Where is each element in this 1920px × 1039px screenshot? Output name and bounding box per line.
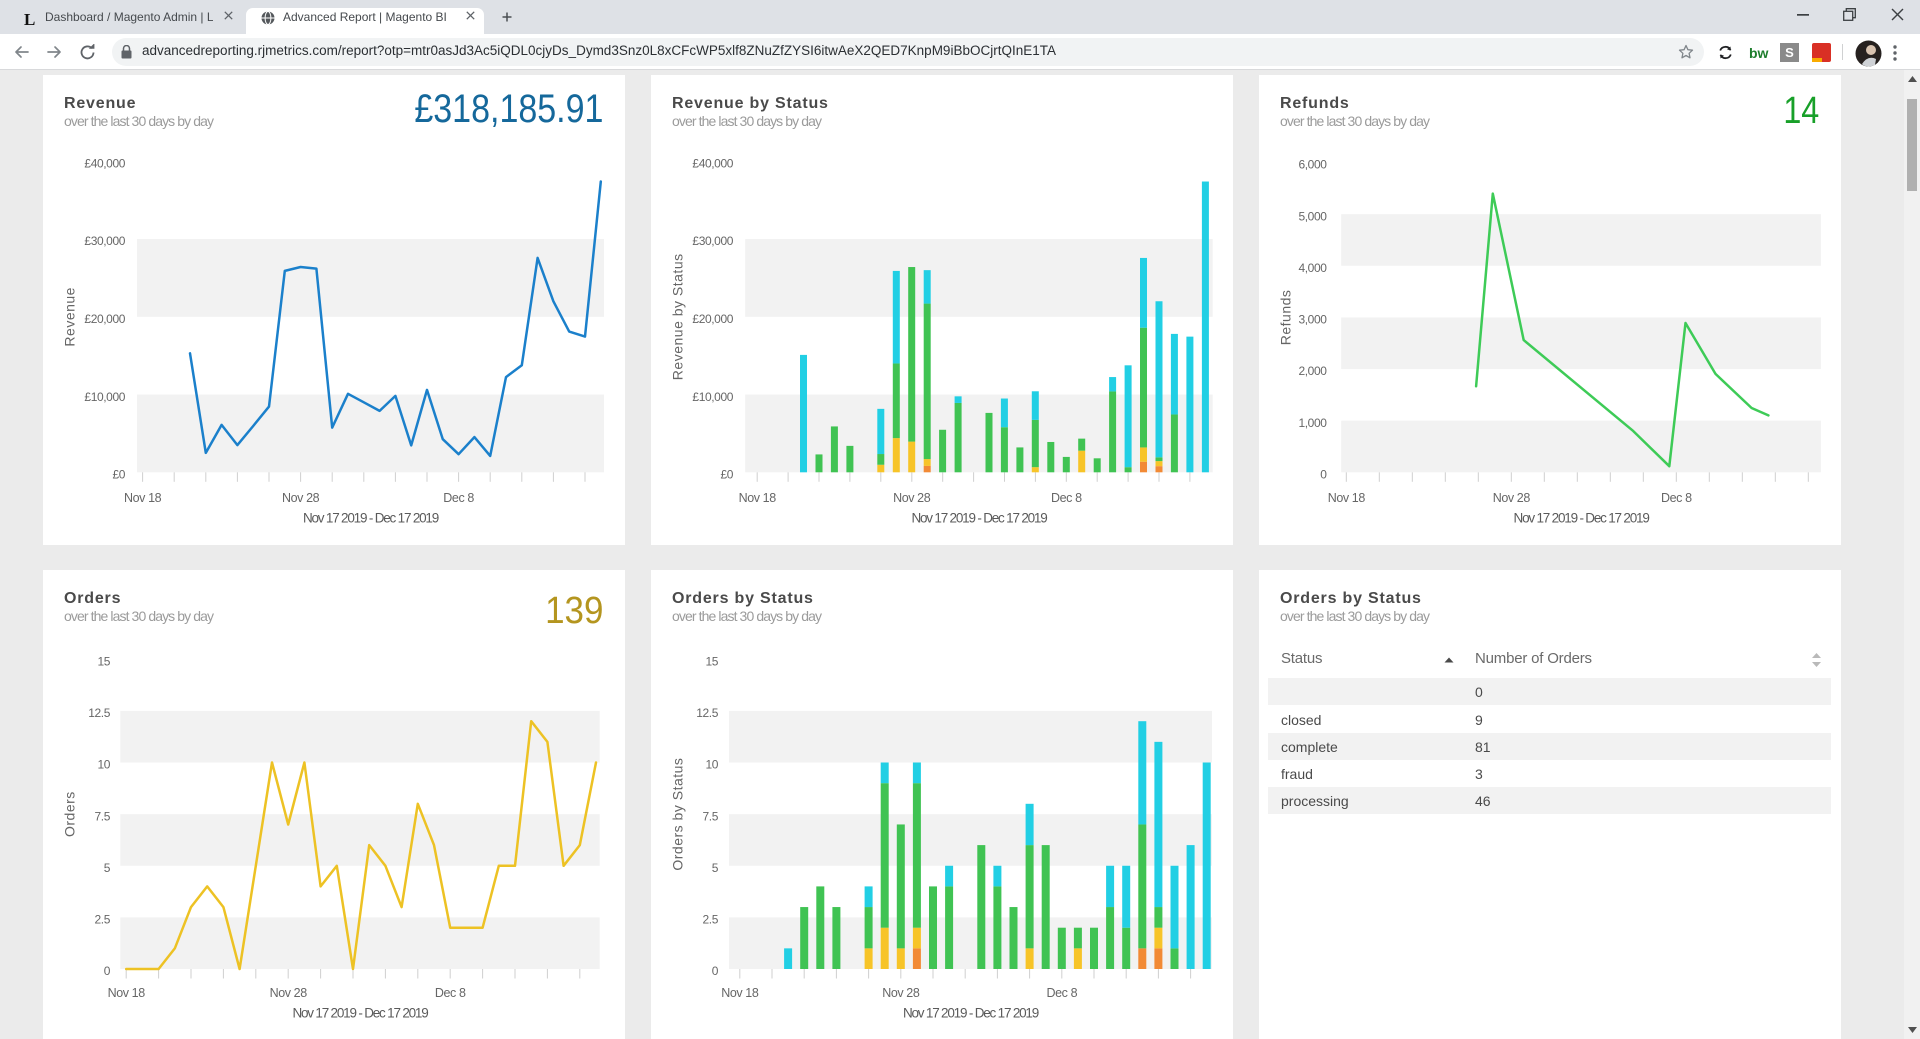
svg-text:Revenue by Status: Revenue by Status (670, 253, 686, 380)
svg-text:Nov 28: Nov 28 (1493, 491, 1531, 505)
svg-text:Nov 17 2019 - Dec 17 2019: Nov 17 2019 - Dec 17 2019 (903, 1006, 1039, 1021)
svg-text:Nov 17 2019 - Dec 17 2019: Nov 17 2019 - Dec 17 2019 (1514, 511, 1650, 526)
svg-text:5: 5 (104, 861, 111, 875)
svg-text:5,000: 5,000 (1298, 209, 1327, 223)
svg-text:12.5: 12.5 (88, 706, 110, 720)
svg-text:£10,000: £10,000 (692, 390, 733, 404)
svg-text:2,000: 2,000 (1298, 364, 1327, 378)
svg-text:Nov 28: Nov 28 (282, 491, 320, 505)
svg-text:£0: £0 (720, 468, 733, 482)
svg-text:Dec 8: Dec 8 (435, 986, 466, 1000)
svg-text:Dec 8: Dec 8 (443, 491, 474, 505)
svg-text:3,000: 3,000 (1298, 313, 1327, 327)
svg-text:10: 10 (705, 758, 718, 772)
svg-text:£40,000: £40,000 (692, 157, 733, 171)
svg-text:Nov 17 2019 - Dec 17 2019: Nov 17 2019 - Dec 17 2019 (303, 511, 439, 526)
svg-text:£0: £0 (112, 468, 125, 482)
svg-text:Nov 28: Nov 28 (882, 986, 920, 1000)
svg-text:0: 0 (712, 964, 719, 978)
svg-text:Dec 8: Dec 8 (1046, 986, 1077, 1000)
svg-text:£40,000: £40,000 (84, 157, 125, 171)
svg-text:15: 15 (705, 655, 718, 669)
svg-text:Nov 18: Nov 18 (1328, 491, 1366, 505)
svg-text:Dec 8: Dec 8 (1661, 491, 1692, 505)
svg-text:Nov 18: Nov 18 (108, 986, 146, 1000)
svg-text:£20,000: £20,000 (84, 312, 125, 326)
svg-text:5: 5 (712, 861, 719, 875)
svg-text:£30,000: £30,000 (84, 234, 125, 248)
svg-text:Nov 17 2019 - Dec 17 2019: Nov 17 2019 - Dec 17 2019 (911, 511, 1047, 526)
svg-text:10: 10 (97, 758, 110, 772)
svg-text:0: 0 (104, 964, 111, 978)
svg-text:Nov 18: Nov 18 (739, 491, 777, 505)
svg-text:7.5: 7.5 (703, 809, 719, 823)
svg-text:£10,000: £10,000 (84, 390, 125, 404)
svg-text:15: 15 (97, 655, 110, 669)
svg-text:Refunds: Refunds (1278, 290, 1294, 346)
svg-text:Nov 28: Nov 28 (270, 986, 308, 1000)
svg-text:Orders: Orders (62, 791, 78, 837)
svg-text:2.5: 2.5 (703, 913, 719, 927)
svg-text:6,000: 6,000 (1298, 158, 1327, 172)
svg-text:7.5: 7.5 (95, 809, 111, 823)
svg-text:Nov 28: Nov 28 (893, 491, 931, 505)
svg-text:Dec 8: Dec 8 (1051, 491, 1082, 505)
svg-text:£20,000: £20,000 (692, 312, 733, 326)
svg-text:Orders by Status: Orders by Status (670, 758, 686, 871)
svg-text:Revenue: Revenue (62, 287, 78, 347)
svg-text:Nov 18: Nov 18 (124, 491, 162, 505)
svg-text:£30,000: £30,000 (692, 234, 733, 248)
svg-text:4,000: 4,000 (1298, 261, 1327, 275)
svg-text:12.5: 12.5 (696, 706, 718, 720)
svg-text:1,000: 1,000 (1298, 416, 1327, 430)
svg-text:Nov 18: Nov 18 (721, 986, 759, 1000)
svg-text:0: 0 (1320, 468, 1327, 482)
svg-text:Nov 17 2019 - Dec 17 2019: Nov 17 2019 - Dec 17 2019 (292, 1006, 428, 1021)
svg-text:2.5: 2.5 (95, 913, 111, 927)
